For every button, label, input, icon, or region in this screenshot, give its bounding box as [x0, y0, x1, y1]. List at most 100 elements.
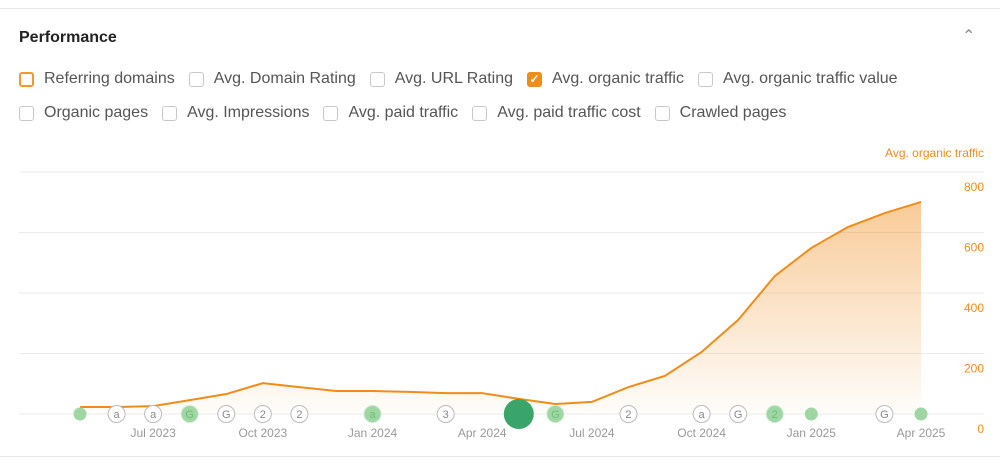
data-point	[845, 224, 851, 230]
event-label: G	[880, 409, 889, 421]
event-circle	[144, 405, 163, 423]
event-circle	[875, 405, 894, 423]
metric-checkbox-organic-pages[interactable]: Organic pages	[19, 104, 148, 122]
divider	[0, 8, 1000, 9]
event-marker[interactable]: 2	[290, 405, 309, 423]
event-label: 2	[625, 409, 631, 421]
metric-row: Referring domains Avg. Domain Rating Avg. …	[19, 70, 912, 88]
event-marker[interactable]: G	[546, 405, 565, 423]
metric-checkbox-crawled-pages[interactable]: Crawled pages	[654, 104, 787, 122]
checkbox-icon	[697, 71, 713, 87]
x-tick-label: Oct 2023	[238, 426, 287, 440]
event-marker[interactable]: a	[107, 405, 126, 423]
event-label: G	[185, 409, 194, 421]
event-circle	[180, 405, 199, 423]
data-point	[479, 390, 485, 396]
data-point	[296, 384, 302, 390]
event-circle	[363, 405, 382, 423]
checkbox-icon	[188, 71, 204, 87]
event-marker[interactable]: a	[144, 405, 163, 423]
x-tick-label: Jul 2024	[569, 426, 615, 440]
data-point	[589, 399, 595, 405]
metric-checkbox-avg-paid-traffic[interactable]: Avg. paid traffic	[323, 104, 458, 122]
chevron-up-icon[interactable]: ⌃	[962, 28, 976, 45]
event-marker[interactable]: 2	[765, 405, 784, 423]
metric-label: Organic pages	[44, 104, 149, 121]
event-marker[interactable]	[914, 407, 928, 421]
y-tick-label: 600	[964, 241, 984, 255]
event-marker[interactable]: G	[729, 405, 748, 423]
event-circle	[436, 405, 455, 423]
x-tick-label: Oct 2024	[677, 426, 726, 440]
event-marker[interactable]: a	[363, 405, 382, 423]
event-marker[interactable]: a	[692, 405, 711, 423]
event-marker[interactable]	[804, 407, 818, 421]
event-marker[interactable]: 2	[619, 405, 638, 423]
panel-title: Performance	[19, 29, 117, 46]
y-tick-label: 400	[964, 301, 984, 315]
metric-checkbox-avg-url-rating[interactable]: Avg. URL Rating	[369, 70, 514, 88]
checkbox-icon: ✓	[527, 71, 543, 87]
event-marker[interactable]: G	[180, 405, 199, 423]
metric-checkbox-referring-domains[interactable]: Referring domains	[19, 70, 175, 88]
event-circle	[765, 405, 784, 423]
metric-checkbox-avg-impressions[interactable]: Avg. Impressions	[162, 104, 309, 122]
event-circle	[290, 405, 309, 423]
event-circle	[729, 405, 748, 423]
checkbox-icon	[19, 105, 34, 121]
metric-checkbox-avg-paid-traffic-cost[interactable]: Avg. paid traffic cost	[472, 104, 641, 122]
data-point	[699, 349, 705, 355]
data-point	[187, 397, 193, 403]
checkbox-icon	[323, 105, 339, 121]
event-marker[interactable]: G	[875, 405, 894, 423]
y-axis-label: Avg. organic traffic	[885, 146, 984, 160]
event-label: 2	[296, 409, 302, 421]
data-point	[662, 373, 668, 379]
event-circle	[546, 405, 565, 423]
metric-row: Organic pages Avg. Impressions Avg. paid t…	[19, 104, 800, 122]
traffic-area	[80, 201, 921, 414]
data-point	[918, 199, 924, 205]
metric-label: Crawled pages	[679, 104, 787, 121]
event-label: a	[114, 409, 121, 421]
metric-label: Avg. Domain Rating	[213, 70, 356, 87]
event-label: a	[369, 409, 376, 421]
event-marker[interactable]	[503, 399, 534, 429]
x-tick-label: Jan 2024	[348, 426, 398, 440]
data-point	[443, 390, 449, 396]
x-tick-label: Apr 2025	[897, 426, 946, 440]
event-label: a	[150, 409, 157, 421]
data-point	[625, 384, 631, 390]
data-point	[735, 317, 741, 323]
event-label: 2	[260, 409, 266, 421]
checkbox-icon	[19, 71, 34, 87]
checkbox-icon	[369, 71, 385, 87]
metric-label: Avg. paid traffic	[348, 104, 459, 121]
metric-label: Avg. organic traffic	[552, 70, 684, 87]
event-marker[interactable]: 2	[253, 405, 272, 423]
event-marker[interactable]	[73, 407, 87, 421]
event-label: a	[699, 409, 706, 421]
event-marker[interactable]: G	[217, 405, 236, 423]
y-tick-label: 800	[964, 180, 984, 194]
metric-label: Avg. paid traffic cost	[497, 104, 641, 121]
y-tick-label: 200	[964, 362, 984, 376]
checkbox-icon	[472, 105, 488, 121]
data-point	[260, 380, 266, 386]
metric-checkbox-avg-organic-traffic[interactable]: ✓ Avg. organic traffic	[527, 70, 684, 88]
y-tick-label: 0	[977, 422, 984, 436]
data-point	[772, 273, 778, 279]
event-label: 3	[443, 409, 449, 421]
metric-checkbox-avg-domain-rating[interactable]: Avg. Domain Rating	[188, 70, 356, 88]
metric-checkbox-avg-organic-traffic-value[interactable]: Avg. organic traffic value	[697, 70, 898, 88]
event-circle	[692, 405, 711, 423]
data-point	[808, 245, 814, 251]
event-marker[interactable]: 3	[436, 405, 455, 423]
x-tick-label: Jan 2025	[787, 426, 837, 440]
checkbox-icon	[654, 105, 670, 121]
metric-label: Avg. URL Rating	[394, 70, 514, 87]
metric-label: Avg. organic traffic value	[722, 70, 898, 87]
data-point	[333, 388, 339, 394]
event-label: G	[551, 409, 560, 421]
